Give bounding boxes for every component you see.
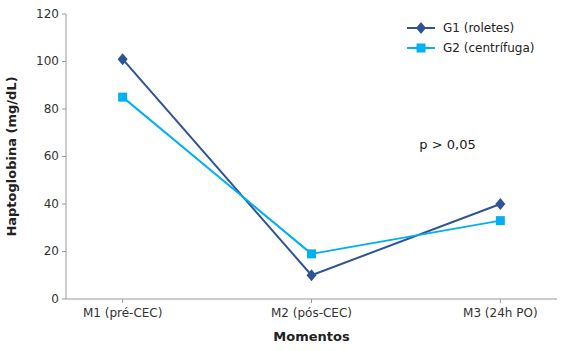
- point-marker: [118, 93, 127, 102]
- legend-label: G2 (centrífuga): [443, 41, 534, 55]
- legend-marker: [416, 22, 426, 34]
- annotation: p > 0,05: [419, 137, 475, 152]
- point-marker: [495, 198, 505, 210]
- y-tick-label: 80: [44, 102, 59, 116]
- y-tick: [62, 156, 66, 157]
- point-marker: [307, 249, 316, 258]
- y-tick: [62, 299, 66, 300]
- point-marker: [307, 269, 317, 281]
- point-marker: [496, 216, 505, 225]
- y-tick: [62, 109, 66, 110]
- x-tick-label: M2 (pós-CEC): [271, 306, 352, 320]
- x-tick: [122, 299, 123, 303]
- y-tick: [62, 204, 66, 205]
- series-line: [123, 97, 501, 254]
- chart: 0 20 40 60 80 100 120 M1 (pré-CEC) M2 (pós-CEC) M…: [0, 0, 573, 351]
- x-tick-label: M3 (24h PO): [463, 306, 538, 320]
- plot-area: [118, 53, 506, 281]
- y-tick-label: 100: [36, 54, 59, 68]
- y-tick-label: 120: [36, 7, 59, 21]
- chart-container: 0 20 40 60 80 100 120 M1 (pré-CEC) M2 (pós-CEC) M…: [0, 0, 573, 351]
- legend-label: G1 (roletes): [443, 21, 514, 35]
- x-tick: [500, 299, 501, 303]
- x-tick-label: M1 (pré-CEC): [83, 306, 163, 320]
- y-tick-label: 60: [44, 149, 59, 163]
- y-tick-label: 20: [44, 244, 59, 258]
- legend-marker: [417, 44, 426, 53]
- y-tick-label: 0: [51, 292, 59, 306]
- y-axis-label: Haptoglobina (mg/dL): [4, 76, 19, 236]
- y-tick: [62, 251, 66, 252]
- point-marker: [118, 53, 128, 65]
- series-line: [123, 59, 501, 275]
- y-tick: [62, 14, 66, 15]
- y-tick: [62, 61, 66, 62]
- legend: G1 (roletes) G2 (centrífuga): [407, 21, 534, 55]
- x-axis-label: Momentos: [273, 329, 350, 344]
- y-tick-label: 40: [44, 197, 59, 211]
- x-tick: [311, 299, 312, 303]
